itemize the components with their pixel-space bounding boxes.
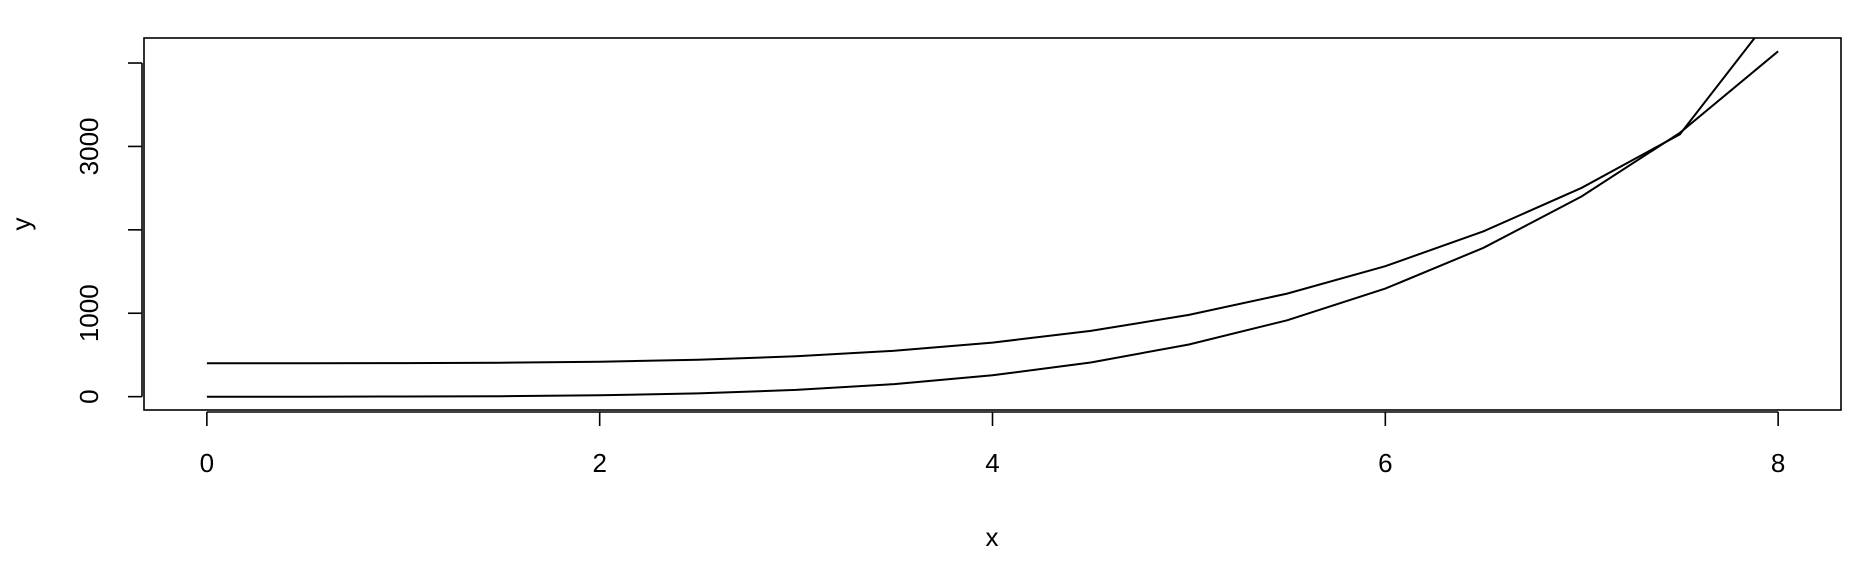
x-axis-label: x: [986, 522, 999, 552]
y-axis: 0 1000 3000: [74, 62, 143, 404]
y-tick-label: 3000: [74, 118, 104, 176]
series-line-2: [206, 50, 1779, 398]
y-tick-label: 1000: [74, 284, 104, 342]
x-tick-label: 8: [1771, 448, 1785, 478]
series-layer: [206, 38, 1779, 398]
x-tick-label: 0: [200, 448, 214, 478]
x-tick-label: 6: [1378, 448, 1392, 478]
series-line-1: [206, 38, 1756, 365]
x-tick-label: 2: [592, 448, 606, 478]
plot-frame: [143, 37, 1842, 411]
x-axis: 0 2 4 6 8: [200, 411, 1785, 478]
y-tick-label: 0: [74, 389, 104, 403]
x-tick-label: 4: [985, 448, 999, 478]
y-axis-label: y: [6, 218, 36, 231]
